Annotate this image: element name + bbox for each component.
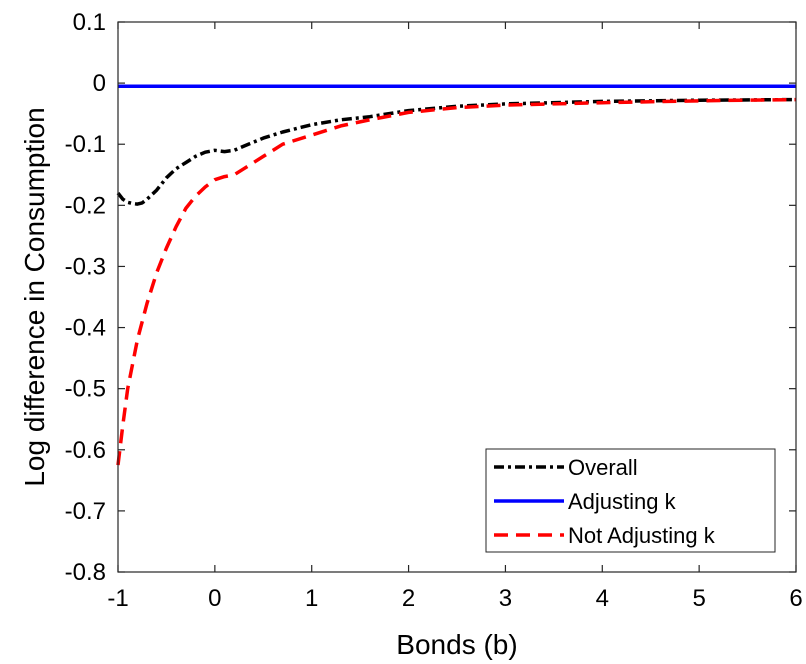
y-tick-label: -0.7	[65, 498, 106, 525]
legend-label-3: Not Adjusting k	[568, 523, 716, 548]
legend: Overall Adjusting k Not Adjusting k	[485, 448, 776, 553]
y-tick-label: -0.1	[65, 131, 106, 158]
y-tick-label: -0.6	[65, 437, 106, 464]
x-axis-title: Bonds (b)	[396, 629, 517, 660]
y-tick-label: 0	[93, 70, 106, 97]
y-tick-label: -0.5	[65, 376, 106, 403]
y-axis-title: Log difference in Consumption	[19, 107, 50, 486]
x-tick-label: 0	[208, 585, 221, 612]
ticks-layer: -1 0 1 2 3 4 5 6 0.1 0 -0.1 -0.2 -0.3 -0.4 -0.5 -0.6 -0.…	[65, 9, 803, 612]
plot-area-frame	[117, 21, 797, 573]
x-tick-label: 1	[305, 585, 318, 612]
legend-label-1: Overall	[568, 455, 638, 480]
x-tick-label: -1	[107, 585, 128, 612]
legend-label-2: Adjusting k	[568, 489, 677, 514]
y-tick-label: -0.4	[65, 315, 106, 342]
y-tick-label: -0.8	[65, 559, 106, 586]
x-tick-label: 5	[692, 585, 705, 612]
y-tick-label: 0.1	[73, 9, 106, 36]
y-tick-label: -0.3	[65, 253, 106, 280]
series-layer	[116, 84, 797, 466]
y-tick-label: -0.2	[65, 192, 106, 219]
x-tick-label: 2	[402, 585, 415, 612]
x-tick-label: 3	[499, 585, 512, 612]
x-tick-label: 6	[789, 585, 802, 612]
x-tick-label: 4	[596, 585, 609, 612]
series-line-3	[116, 97, 797, 466]
legend-items: Overall Adjusting k Not Adjusting k	[494, 455, 716, 548]
